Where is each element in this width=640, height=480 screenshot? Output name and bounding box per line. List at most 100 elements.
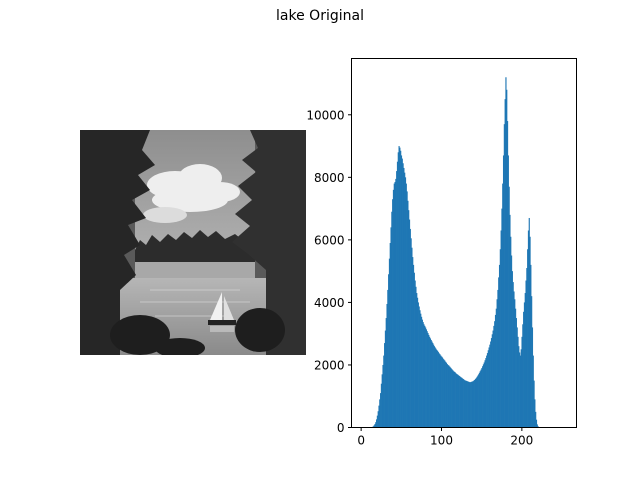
histogram-bar <box>478 374 480 428</box>
histogram-bar <box>410 238 412 428</box>
histogram-bar <box>456 374 458 428</box>
histogram-bar <box>487 350 489 428</box>
histogram-bar <box>507 155 509 428</box>
histogram-bar <box>382 364 384 428</box>
histogram-bar <box>476 376 478 428</box>
histogram-bar <box>429 336 431 428</box>
histogram-bar <box>429 338 431 428</box>
histogram-bar <box>433 346 436 428</box>
histogram-bar <box>376 415 378 428</box>
histogram-bar <box>415 286 417 428</box>
histogram-bar <box>502 155 505 428</box>
histogram-bar <box>451 369 453 428</box>
histogram-bar <box>431 341 433 428</box>
histogram-bar <box>515 318 517 428</box>
histogram-bar <box>426 331 428 428</box>
histogram-bar <box>459 376 461 428</box>
histogram-bar <box>442 358 444 428</box>
histogram-bar <box>518 346 520 428</box>
histogram-bar <box>424 325 426 428</box>
histogram-bar <box>467 381 469 428</box>
histogram-bar <box>537 426 539 428</box>
histogram-bar <box>373 425 375 428</box>
histogram-bar <box>417 302 419 428</box>
histogram-bar <box>398 146 400 428</box>
histogram-bar <box>527 249 529 428</box>
histogram-bar <box>528 217 530 428</box>
histogram-bar <box>512 282 514 428</box>
histogram-bar <box>416 293 418 428</box>
histogram-bar <box>470 381 472 428</box>
histogram-bar <box>495 308 497 428</box>
histogram-bar <box>490 341 492 428</box>
histogram-bar <box>503 124 505 428</box>
histogram-bar <box>449 366 451 428</box>
histogram-bar <box>471 381 473 428</box>
histogram-bar <box>396 171 398 428</box>
y-tick-label: 6000 <box>314 233 345 247</box>
histogram-bar <box>407 200 409 428</box>
histogram-bar <box>519 355 521 428</box>
histogram-bar <box>397 152 399 428</box>
photo-lake-sailboat <box>80 130 306 355</box>
histogram-bar <box>458 375 460 428</box>
x-tick-label: 0 <box>357 434 365 448</box>
histogram-bar <box>463 379 465 428</box>
histogram-bar <box>457 374 459 428</box>
histogram-bar <box>477 375 479 428</box>
histogram-bar <box>533 380 535 428</box>
histogram-bar <box>506 121 509 428</box>
photo-clouds <box>143 164 240 223</box>
x-tick-label: 200 <box>510 434 533 448</box>
histogram-bar <box>393 183 395 428</box>
histogram-bar <box>454 372 456 428</box>
histogram-bar <box>445 362 448 428</box>
histogram-bar <box>536 424 538 428</box>
histogram-bar <box>485 358 487 428</box>
histogram-bar <box>535 419 538 428</box>
histogram-bar <box>473 380 475 428</box>
histogram-bar <box>389 243 391 428</box>
histogram-bar <box>432 343 434 428</box>
histogram-bar <box>408 219 411 428</box>
histogram-bar <box>438 353 440 428</box>
histogram-bar <box>378 405 380 428</box>
histogram-bar <box>384 343 386 428</box>
histogram-bar <box>462 379 464 428</box>
histogram-bar <box>376 419 378 428</box>
histogram-bar <box>460 377 462 428</box>
histogram-bar <box>414 280 416 428</box>
histogram-bar <box>452 370 454 428</box>
histogram-bar <box>441 356 443 428</box>
histogram-bar <box>427 333 429 428</box>
x-tick-label: 100 <box>430 434 453 448</box>
histogram-bar <box>372 426 374 428</box>
histogram-bar <box>498 277 500 428</box>
y-tick-label: 4000 <box>314 296 345 310</box>
histogram-bar <box>474 379 476 428</box>
histogram-bar <box>506 89 508 428</box>
histogram-bar <box>423 324 425 428</box>
histogram-bar <box>445 361 447 428</box>
histogram-bar <box>386 303 388 428</box>
histogram-bar <box>381 374 383 428</box>
histogram-bar <box>383 355 385 428</box>
histogram-bar <box>430 339 432 428</box>
histogram-bar <box>531 296 533 428</box>
histogram-bar <box>441 357 444 428</box>
histogram-bar <box>510 236 512 428</box>
histogram-bar <box>437 352 440 428</box>
histogram-bar <box>428 334 430 428</box>
histogram-bar <box>513 291 515 428</box>
figure-title: lake Original <box>276 8 364 24</box>
histogram-bar <box>437 350 439 428</box>
histogram-bar <box>380 383 382 428</box>
histogram-bar <box>399 147 401 428</box>
histogram-bar <box>461 378 464 428</box>
histogram-bar <box>483 362 485 428</box>
histogram-bar <box>480 369 482 428</box>
histogram-bar <box>406 191 408 428</box>
histogram-bar <box>482 364 485 428</box>
histogram-bar <box>450 368 452 428</box>
